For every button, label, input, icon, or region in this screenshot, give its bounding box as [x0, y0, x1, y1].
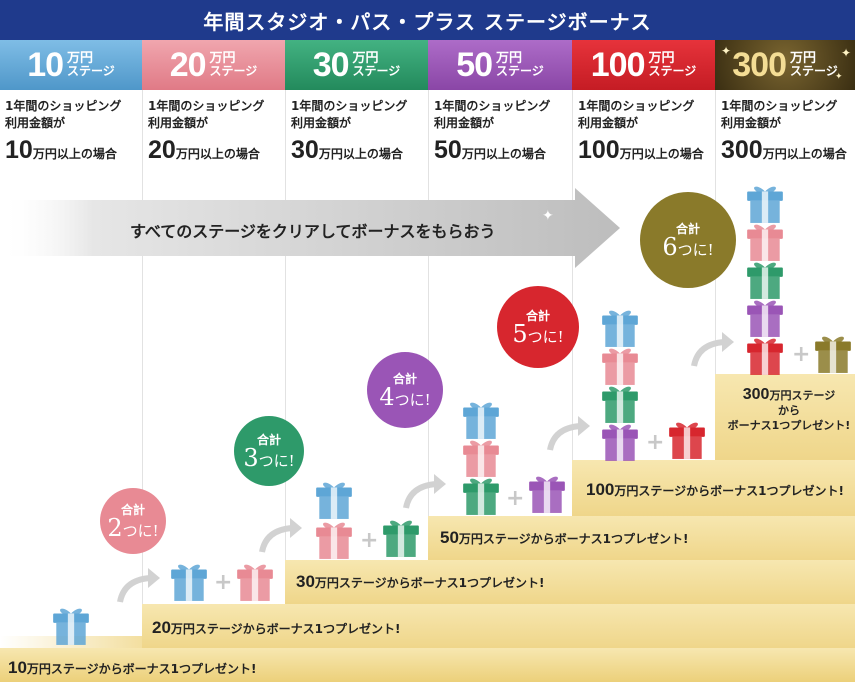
stage-header-100: 100 万円 ステージ — [572, 40, 715, 90]
banner-text: すべてのステージをクリアしてボーナスをもらおう — [130, 222, 496, 241]
sparkle-icon: ✦ — [841, 46, 852, 60]
stage-number: 20 — [169, 45, 207, 84]
step-label-300: 300万円ステージ から ボーナス1つプレゼント! — [727, 386, 851, 433]
stage-amount: 30万円以上の場合 — [291, 136, 403, 164]
gift-icon — [599, 420, 641, 462]
plus-icon: + — [360, 528, 379, 553]
stage-description-300: 1年間のショッピング 利用金額が 300万円以上の場合 — [716, 98, 855, 178]
gift-icon — [234, 560, 276, 602]
gift-icon — [599, 306, 641, 348]
stage-amount: 10万円以上の場合 — [5, 136, 117, 164]
sparkle-icon: ✦ — [721, 44, 732, 58]
stage-unit: 万円 ステージ — [648, 51, 697, 78]
stage-number: 10 — [27, 45, 64, 84]
header-bar: 年間スタジオ・パス・プラス ステージボーナス — [0, 0, 855, 40]
gift-icon — [744, 258, 786, 300]
gift-icon — [526, 472, 568, 514]
gift-icon — [666, 418, 708, 460]
column-divider — [142, 90, 143, 682]
stair-step-20 — [142, 604, 855, 648]
gift-icon — [313, 478, 355, 520]
total-bubble-3: 合計 3つに! — [234, 416, 304, 486]
step-label-50: 50万円ステージからボーナス1つプレゼント! — [440, 528, 689, 547]
stair-step-10 — [0, 648, 855, 682]
stage-number: 300 — [732, 45, 787, 84]
gift-icon — [744, 334, 786, 376]
gift-icon — [313, 518, 355, 560]
step-label-20: 20万円ステージからボーナス1つプレゼント! — [152, 618, 401, 637]
curved-arrow-icon — [547, 416, 590, 451]
stage-unit: 万円 ステージ — [789, 51, 838, 78]
stage-header-300: ✦ ✦ ✦ 300 万円 ステージ — [715, 40, 855, 90]
curved-arrow-icon — [259, 518, 302, 553]
stage-header-30: 30 万円 ステージ — [285, 40, 428, 90]
step-label-100: 100万円ステージからボーナス1つプレゼント! — [586, 480, 844, 499]
stage-description-10: 1年間のショッピング 利用金額が 10万円以上の場合 — [0, 98, 142, 178]
banner-arrow: ✦ — [0, 188, 620, 268]
curved-arrow-icon — [403, 474, 446, 509]
stage-amount: 50万円以上の場合 — [434, 136, 546, 164]
gift-icon — [50, 604, 92, 646]
total-bubble-6: 合計 6つに! — [640, 192, 736, 288]
stage-amount: 300万円以上の場合 — [721, 136, 847, 164]
stair-step-100 — [572, 460, 855, 516]
curved-arrow-icon — [691, 332, 734, 367]
plus-icon: + — [506, 486, 525, 511]
total-bubble-2: 合計 2つに! — [100, 488, 166, 554]
stage-amount: 100万円以上の場合 — [578, 136, 704, 164]
stair-step-300 — [715, 374, 855, 460]
sparkle-icon: ✦ — [542, 208, 554, 224]
total-bubble-5: 合計 5つに! — [497, 286, 579, 368]
gift-icon — [744, 220, 786, 262]
stage-header-10: 10 万円 ステージ — [0, 40, 142, 90]
gift-icon — [744, 296, 786, 338]
stage-description-30: 1年間のショッピング 利用金額が 30万円以上の場合 — [286, 98, 428, 178]
gift-icon — [460, 436, 502, 478]
stage-amount: 20万円以上の場合 — [148, 136, 260, 164]
gift-icon — [599, 344, 641, 386]
gift-icon — [599, 382, 641, 424]
stair-step-30 — [285, 560, 855, 604]
gift-icon — [460, 398, 502, 440]
stage-unit: 万円 ステージ — [496, 51, 544, 78]
plus-icon: + — [792, 342, 811, 367]
stage-description-50: 1年間のショッピング 利用金額が 50万円以上の場合 — [429, 98, 572, 178]
column-divider — [572, 90, 573, 682]
curved-arrow-icon — [117, 568, 160, 603]
stage-header-50: 50 万円 ステージ — [428, 40, 572, 90]
plus-icon: + — [646, 430, 665, 455]
column-divider — [285, 90, 286, 682]
stage-description-20: 1年間のショッピング 利用金額が 20万円以上の場合 — [143, 98, 285, 178]
sparkle-icon: ✦ — [835, 72, 843, 82]
stage-number: 100 — [590, 45, 646, 84]
total-bubble-4: 合計 4つに! — [367, 352, 443, 428]
gift-icon — [168, 560, 210, 602]
stage-unit: 万円 ステージ — [67, 51, 115, 78]
stage-unit: 万円 ステージ — [209, 51, 258, 78]
page-title: 年間スタジオ・パス・プラス ステージボーナス — [203, 9, 652, 34]
step-label-10: 10万円ステージからボーナス1つプレゼント! — [8, 658, 257, 677]
gift-icon — [380, 516, 422, 558]
gift-icon — [812, 332, 854, 374]
stage-unit: 万円 ステージ — [352, 51, 401, 78]
plus-icon: + — [214, 570, 233, 595]
stair-step-50 — [428, 516, 855, 560]
stage-description-100: 1年間のショッピング 利用金額が 100万円以上の場合 — [573, 98, 715, 178]
gift-icon — [460, 474, 502, 516]
step-label-30: 30万円ステージからボーナス1つプレゼント! — [296, 572, 545, 591]
gift-icon — [744, 182, 786, 224]
stage-header-20: 20 万円 ステージ — [142, 40, 285, 90]
stage-number: 30 — [312, 45, 350, 84]
stage-number: 50 — [456, 45, 493, 84]
